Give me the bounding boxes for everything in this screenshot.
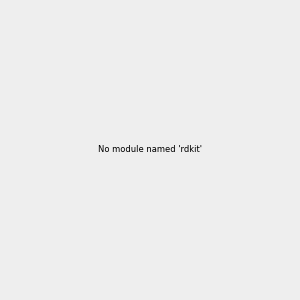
Text: No module named 'rdkit': No module named 'rdkit' xyxy=(98,146,202,154)
